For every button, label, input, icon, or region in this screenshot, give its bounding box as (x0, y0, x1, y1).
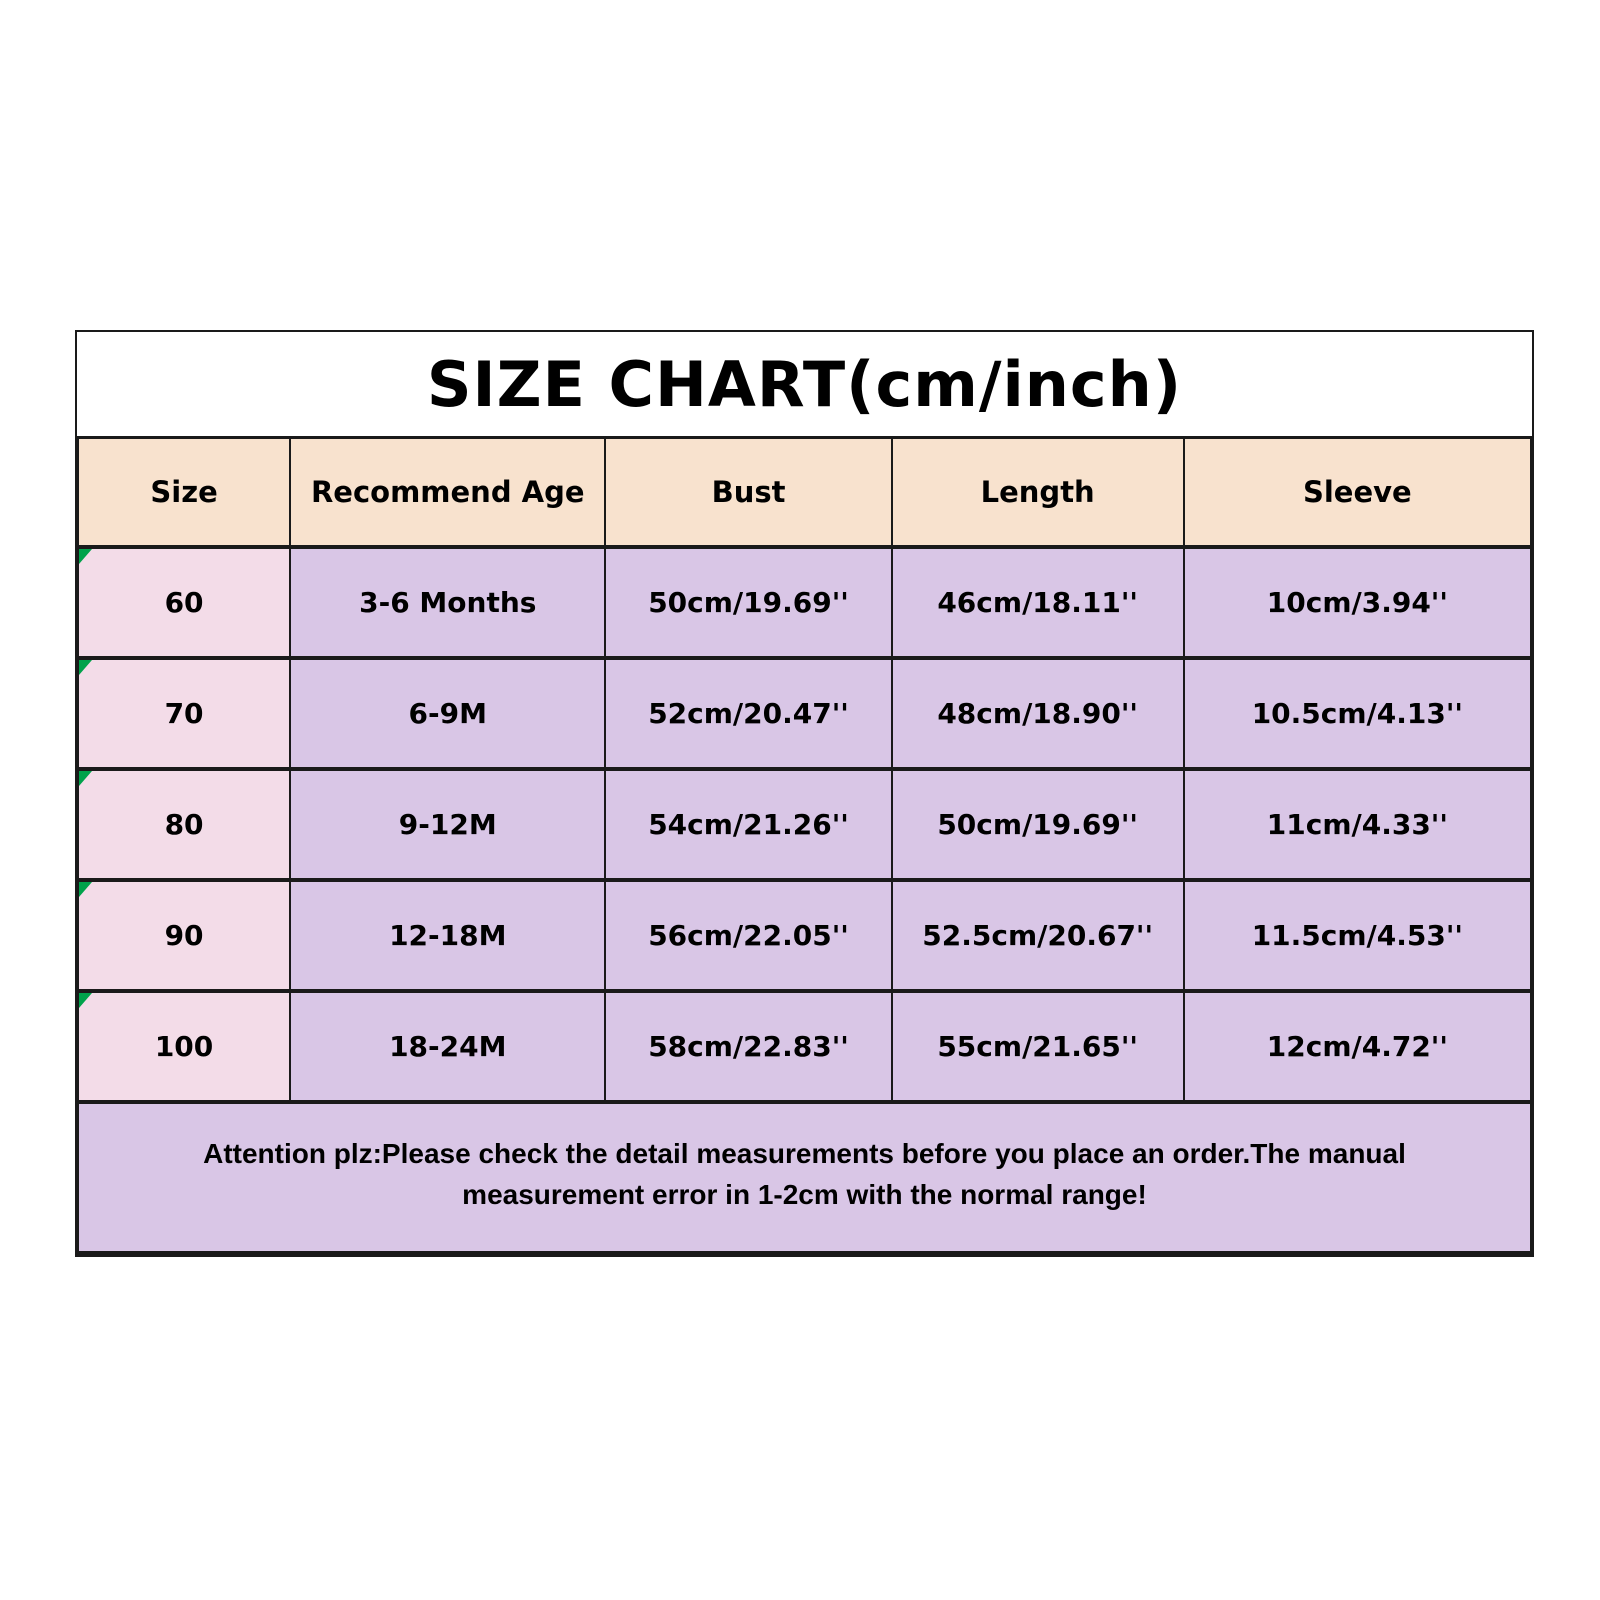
cell-size: 70 (76, 657, 292, 771)
cell-bust: 50cm/19.69'' (604, 546, 893, 660)
table-row: 100 18-24M 58cm/22.83'' 55cm/21.65'' 12c… (76, 990, 1533, 1104)
cell-recommend-age: 9-12M (289, 768, 607, 882)
cell-corner-marker (79, 771, 92, 786)
column-header-bust: Bust (604, 436, 893, 549)
table-row: 70 6-9M 52cm/20.47'' 48cm/18.90'' 10.5cm… (76, 657, 1533, 771)
cell-recommend-age: 3-6 Months (289, 546, 607, 660)
table-body: 60 3-6 Months 50cm/19.69'' 46cm/18.11'' … (76, 546, 1533, 1255)
cell-length: 55cm/21.65'' (890, 990, 1185, 1104)
page-title: SIZE CHART(cm/inch) (426, 347, 1183, 421)
cell-sleeve: 10cm/3.94'' (1182, 546, 1533, 660)
cell-value: 80 (164, 808, 204, 841)
column-header-size: Size (76, 436, 292, 549)
cell-corner-marker (79, 993, 92, 1008)
cell-value: 100 (154, 1030, 214, 1063)
cell-sleeve: 10.5cm/4.13'' (1182, 657, 1533, 771)
cell-bust: 54cm/21.26'' (604, 768, 893, 882)
cell-bust: 56cm/22.05'' (604, 879, 893, 993)
cell-sleeve: 11cm/4.33'' (1182, 768, 1533, 882)
cell-corner-marker (79, 660, 92, 675)
table-row: 80 9-12M 54cm/21.26'' 50cm/19.69'' 11cm/… (76, 768, 1533, 882)
cell-value: 90 (164, 919, 204, 952)
cell-corner-marker (79, 549, 92, 564)
cell-value: 70 (164, 697, 204, 730)
column-header-sleeve: Sleeve (1182, 436, 1533, 549)
cell-recommend-age: 18-24M (289, 990, 607, 1104)
cell-sleeve: 12cm/4.72'' (1182, 990, 1533, 1104)
size-table: Size Recommend Age Bust Length Sleeve 60… (76, 436, 1533, 1255)
cell-value: 60 (164, 586, 204, 619)
cell-bust: 58cm/22.83'' (604, 990, 893, 1104)
table-row: 60 3-6 Months 50cm/19.69'' 46cm/18.11'' … (76, 546, 1533, 660)
cell-recommend-age: 12-18M (289, 879, 607, 993)
cell-length: 50cm/19.69'' (890, 768, 1185, 882)
cell-recommend-age: 6-9M (289, 657, 607, 771)
column-header-recommend-age: Recommend Age (289, 436, 607, 549)
cell-bust: 52cm/20.47'' (604, 657, 893, 771)
column-header-length: Length (890, 436, 1185, 549)
table-row: 90 12-18M 56cm/22.05'' 52.5cm/20.67'' 11… (76, 879, 1533, 993)
cell-corner-marker (79, 882, 92, 897)
cell-size: 90 (76, 879, 292, 993)
cell-length: 52.5cm/20.67'' (890, 879, 1185, 993)
attention-note: Attention plz:Please check the detail me… (77, 1101, 1532, 1255)
header-row: Size Recommend Age Bust Length Sleeve (76, 436, 1533, 549)
size-chart-panel: SIZE CHART(cm/inch) Size Recommend Age B… (75, 330, 1534, 1257)
cell-length: 46cm/18.11'' (890, 546, 1185, 660)
cell-size: 80 (76, 768, 292, 882)
table-header: Size Recommend Age Bust Length Sleeve (76, 436, 1533, 549)
note-row: Attention plz:Please check the detail me… (77, 1101, 1532, 1255)
cell-length: 48cm/18.90'' (890, 657, 1185, 771)
cell-sleeve: 11.5cm/4.53'' (1182, 879, 1533, 993)
cell-size: 100 (76, 990, 292, 1104)
cell-size: 60 (76, 546, 292, 660)
